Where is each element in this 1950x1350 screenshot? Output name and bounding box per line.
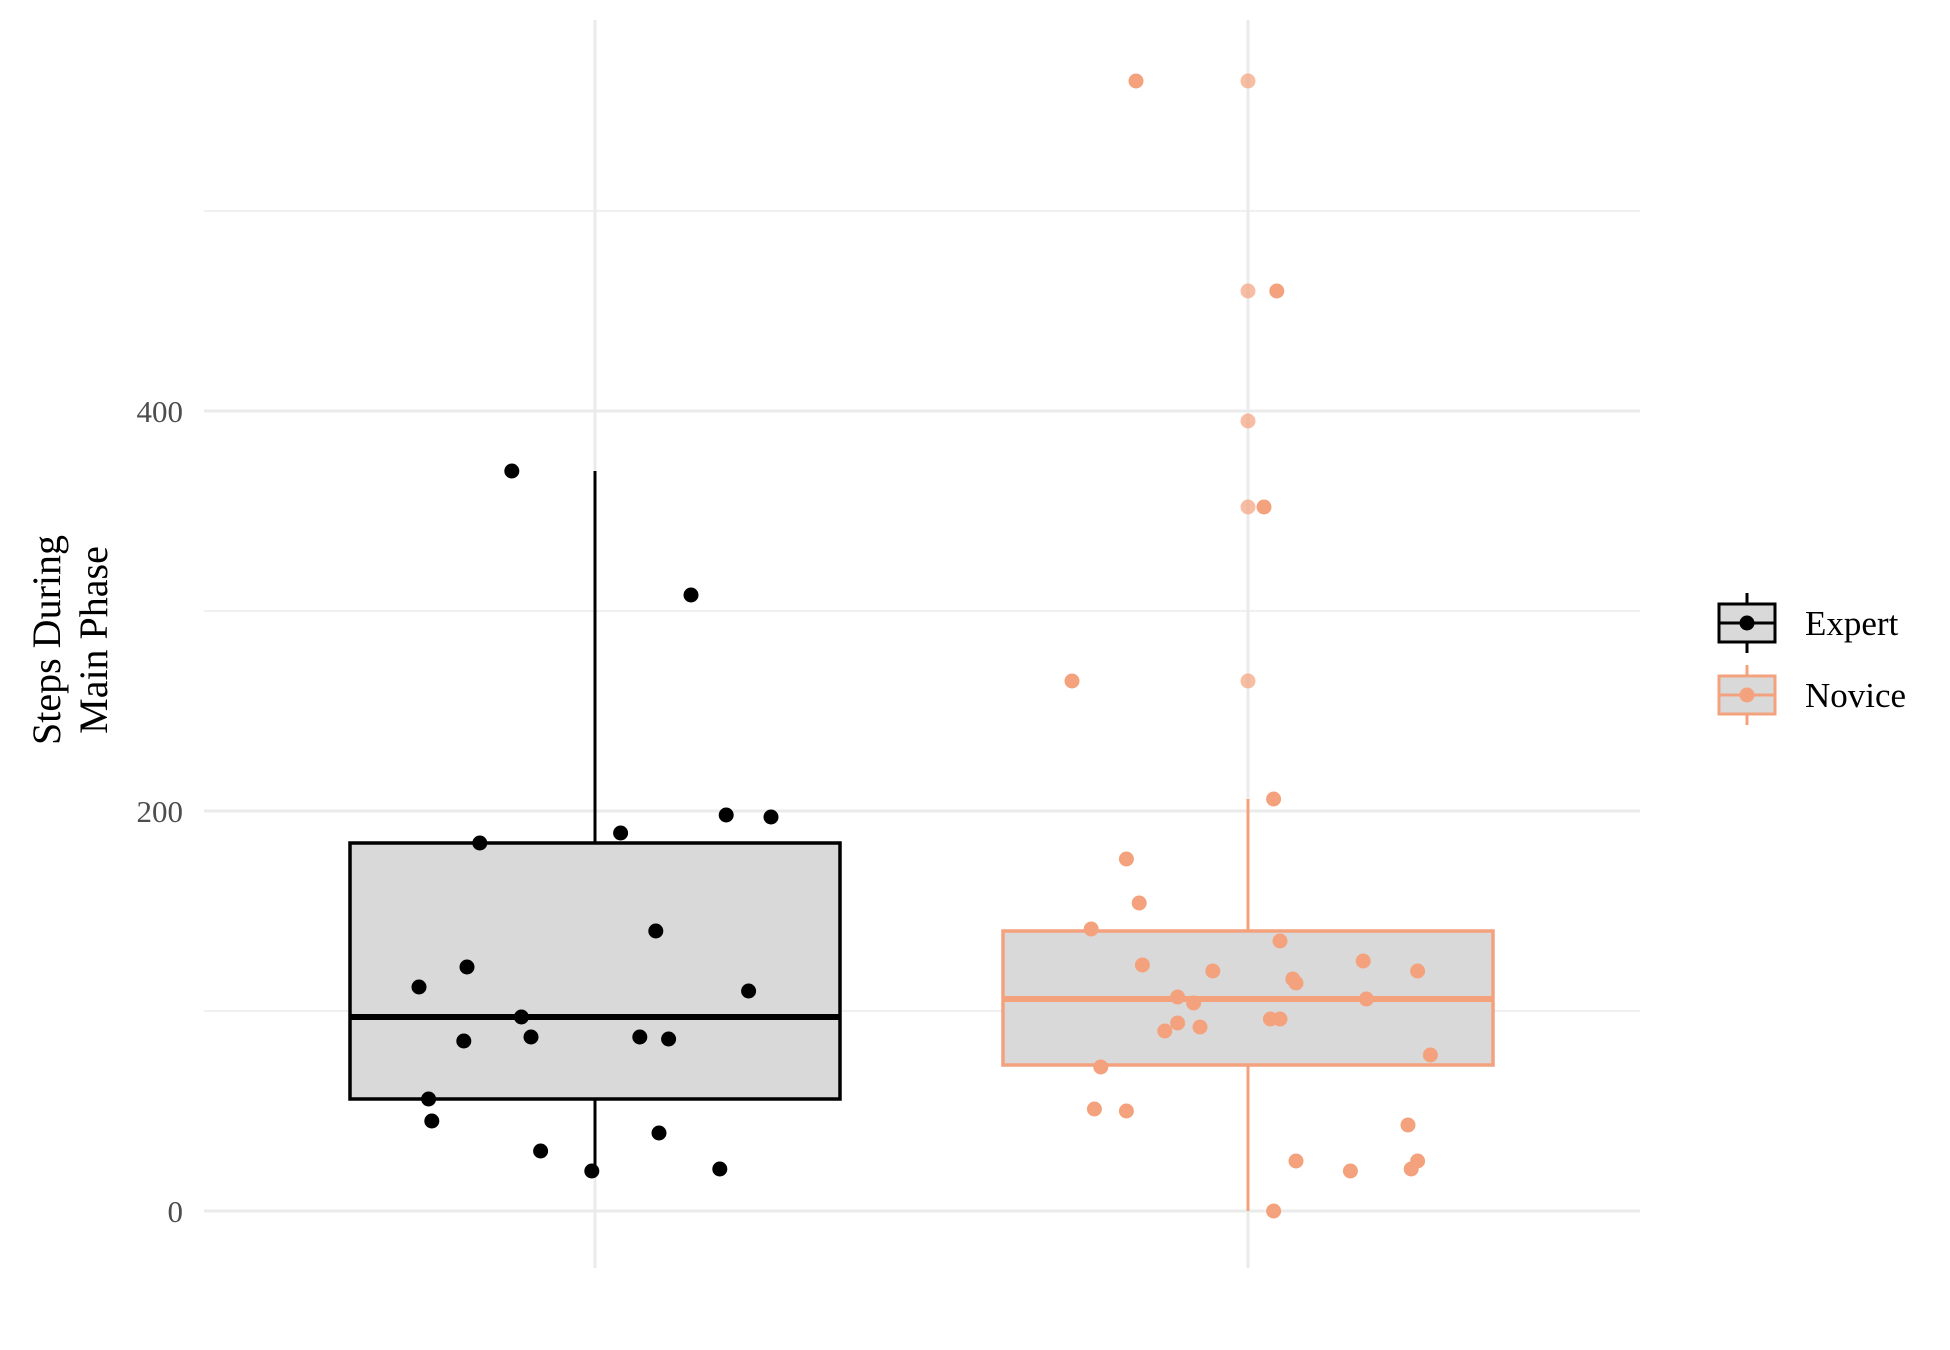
legend-item-novice: Novice (1717, 665, 1906, 725)
box-layer (348, 471, 1495, 1211)
data-point-novice-9 (1266, 791, 1282, 807)
data-point-expert-14 (651, 1125, 667, 1141)
iqr-box-expert (348, 841, 842, 1101)
data-point-expert-5 (472, 835, 488, 851)
data-point-novice-11 (1131, 895, 1147, 911)
legend-point-expert (1739, 615, 1755, 631)
data-point-novice-18 (1355, 953, 1371, 969)
data-point-novice-31 (1288, 1153, 1304, 1169)
points-expert (411, 463, 779, 1179)
data-point-novice-21 (1186, 995, 1202, 1011)
data-point-novice-30 (1118, 1103, 1134, 1119)
data-point-expert-15 (661, 1031, 677, 1047)
data-point-expert-11 (613, 825, 629, 841)
data-point-novice-37 (1266, 1203, 1282, 1219)
data-point-expert-9 (533, 1143, 549, 1159)
data-point-novice-36 (1422, 1047, 1438, 1063)
data-point-novice-3 (1269, 283, 1285, 299)
data-point-novice-26 (1272, 1011, 1288, 1027)
data-point-expert-18 (718, 807, 734, 823)
data-point-expert-6 (504, 463, 520, 479)
data-point-novice-29 (1086, 1101, 1102, 1117)
data-point-expert-12 (632, 1029, 648, 1045)
data-point-novice-10 (1118, 851, 1134, 867)
data-point-novice-7 (1064, 673, 1080, 689)
data-point-novice-8 (1240, 673, 1256, 689)
data-point-expert-19 (741, 983, 757, 999)
y-tick-label-200: 200 (137, 794, 184, 829)
data-point-novice-17 (1288, 975, 1304, 991)
data-point-novice-14 (1205, 963, 1221, 979)
data-point-novice-6 (1256, 499, 1272, 515)
box-expert (348, 471, 842, 1171)
data-point-novice-22 (1170, 1015, 1186, 1031)
data-point-novice-2 (1240, 283, 1256, 299)
legend: Expert Novice (1717, 593, 1906, 725)
data-point-novice-23 (1157, 1023, 1173, 1039)
data-point-expert-2 (424, 1113, 440, 1129)
data-point-novice-32 (1342, 1163, 1358, 1179)
data-point-novice-27 (1358, 991, 1374, 1007)
data-point-expert-20 (763, 809, 779, 825)
legend-point-novice (1739, 687, 1755, 703)
data-point-expert-3 (456, 1033, 472, 1049)
data-point-expert-0 (411, 979, 427, 995)
data-point-expert-7 (513, 1009, 529, 1025)
data-point-expert-10 (584, 1163, 600, 1179)
data-point-novice-13 (1134, 957, 1150, 973)
data-point-expert-13 (648, 923, 664, 939)
data-point-novice-4 (1240, 413, 1256, 429)
data-point-expert-16 (683, 587, 699, 603)
points-novice (1064, 73, 1438, 1219)
data-point-novice-12 (1083, 921, 1099, 937)
data-point-novice-5 (1240, 499, 1256, 515)
data-point-expert-1 (421, 1091, 437, 1107)
legend-label-expert: Expert (1805, 604, 1899, 643)
data-point-novice-24 (1192, 1019, 1208, 1035)
axis-layer: Steps During Main Phase 0 200 400 (24, 394, 183, 1229)
box-novice (1001, 799, 1495, 1211)
data-point-expert-8 (523, 1029, 539, 1045)
y-tick-label-400: 400 (137, 394, 184, 429)
data-point-novice-35 (1410, 1153, 1426, 1169)
legend-item-expert: Expert (1717, 593, 1899, 653)
data-point-novice-0 (1128, 73, 1144, 89)
y-axis-title-line-2: Main Phase (71, 546, 116, 734)
data-point-expert-17 (712, 1161, 728, 1177)
data-point-novice-15 (1272, 933, 1288, 949)
point-layer (411, 73, 1438, 1219)
data-point-novice-19 (1410, 963, 1426, 979)
data-point-expert-4 (459, 959, 475, 975)
data-point-novice-33 (1400, 1117, 1416, 1133)
y-tick-label-0: 0 (168, 1194, 184, 1229)
y-axis-title-line-1: Steps During (24, 535, 69, 745)
data-point-novice-1 (1240, 73, 1256, 89)
data-point-novice-28 (1093, 1059, 1109, 1075)
data-point-novice-20 (1170, 989, 1186, 1005)
legend-label-novice: Novice (1805, 676, 1906, 715)
